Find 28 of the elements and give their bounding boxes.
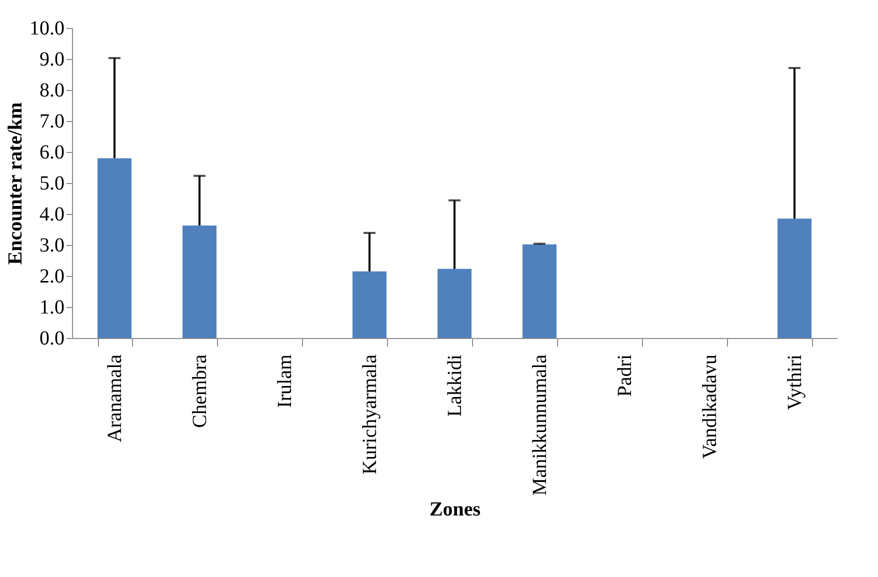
bar	[352, 271, 386, 338]
x-tick-label: Lakkidi	[444, 354, 466, 417]
x-tick-label: Kurichyarmala	[359, 354, 381, 474]
x-tick-label: Chembra	[189, 354, 211, 428]
y-tick-label: 6.0	[40, 142, 64, 164]
y-tick-label: 4.0	[40, 204, 64, 226]
y-tick-label: 8.0	[40, 80, 64, 102]
bar	[522, 244, 556, 338]
y-tick-label: 7.0	[40, 110, 64, 132]
x-tick-label: Aranamala	[104, 354, 126, 442]
y-tick-label: 1.0	[40, 296, 64, 318]
y-tick-label: 2.0	[40, 266, 64, 288]
y-tick-label: 0.0	[40, 328, 64, 350]
y-tick-label: 3.0	[40, 234, 64, 256]
x-tick-label: Manikkunnumala	[529, 354, 551, 496]
x-tick-label: Padri	[614, 354, 636, 397]
x-tick-label: Vandikadavu	[699, 354, 721, 459]
y-tick-label: 5.0	[40, 172, 64, 194]
x-tick-label: Vythiri	[784, 354, 806, 410]
bar	[778, 218, 812, 338]
y-tick-label: 9.0	[40, 48, 64, 70]
y-tick-label: 10.0	[30, 18, 64, 40]
bar	[438, 268, 472, 338]
bar	[182, 225, 216, 338]
bar	[98, 158, 132, 338]
x-tick-label: Irulam	[274, 354, 296, 408]
y-axis-title: Encounter rate/km	[4, 102, 26, 265]
x-axis-title: Zones	[429, 498, 481, 521]
